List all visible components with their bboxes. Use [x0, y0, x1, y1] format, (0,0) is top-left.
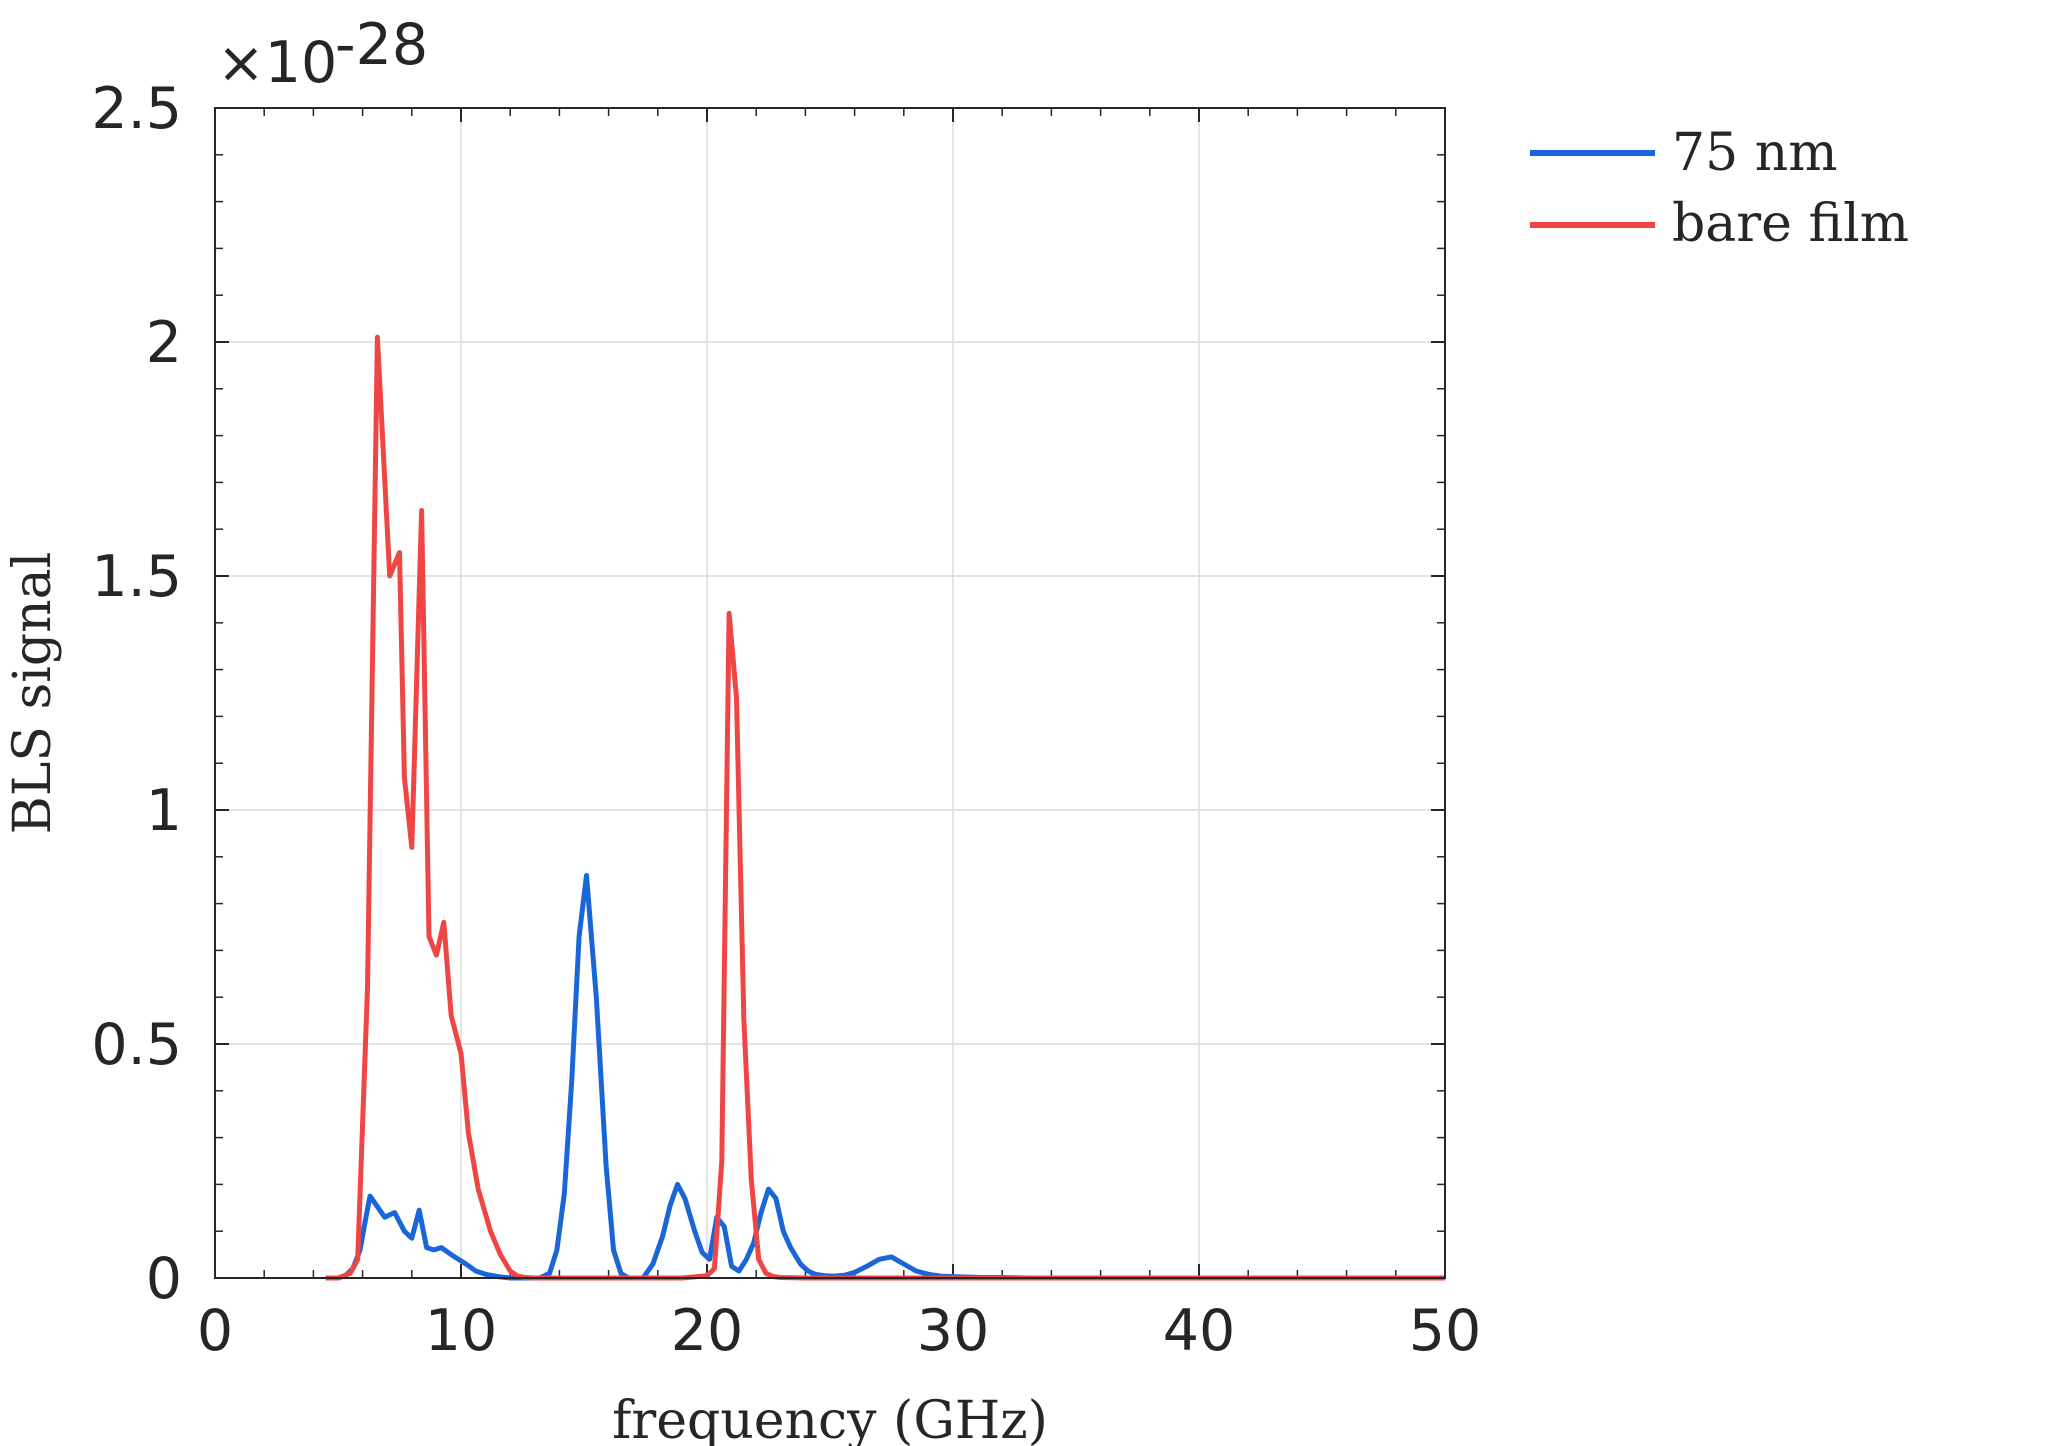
- plot-frame: [214, 107, 1446, 1279]
- x-tick-label: 50: [1409, 1298, 1482, 1364]
- y-tick-label: 0.5: [91, 1012, 182, 1078]
- x-tick-label: 20: [671, 1298, 744, 1364]
- y-tick-label: 0: [146, 1246, 182, 1312]
- x-tick-labels: 0 10 20 30 40 50: [197, 1298, 1481, 1364]
- legend-label-75nm: 75 nm: [1672, 123, 1838, 183]
- minor-ticks: [215, 108, 1445, 1278]
- y-multiplier-base: ×10: [217, 30, 337, 96]
- y-tick-label: 2.5: [91, 76, 182, 142]
- y-axis-title: BLS signal: [3, 552, 63, 835]
- x-axis-title: frequency (GHz): [612, 1391, 1048, 1446]
- legend: 75 nm bare film: [1530, 123, 1909, 254]
- x-tick-label: 0: [197, 1298, 233, 1364]
- x-tick-label: 40: [1163, 1298, 1236, 1364]
- x-tick-label: 10: [425, 1298, 498, 1364]
- y-tick-label: 1: [146, 778, 182, 844]
- y-multiplier-exponent: -28: [335, 12, 428, 78]
- plot-area: [215, 108, 1445, 1278]
- y-tick-labels: 0 0.5 1 1.5 2 2.5: [91, 76, 182, 1312]
- x-tick-label: 30: [917, 1298, 990, 1364]
- y-tick-label: 1.5: [91, 544, 182, 610]
- y-tick-label: 2: [146, 310, 182, 376]
- series-line-75nm: [325, 873, 1445, 1281]
- legend-label-bare-film: bare film: [1672, 194, 1909, 254]
